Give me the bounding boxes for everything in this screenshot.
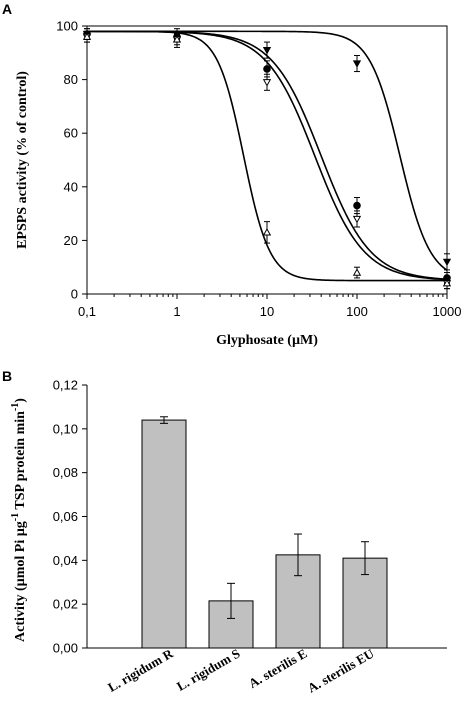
bar xyxy=(208,600,254,649)
panel-b-label: B xyxy=(2,368,12,384)
x-tick-label: 10 xyxy=(260,304,274,319)
category-label: L. rigidum R xyxy=(105,645,176,695)
bar xyxy=(342,557,388,649)
data-point-series-1 xyxy=(352,60,362,68)
data-point-series-4 xyxy=(82,32,92,40)
category-label: L. rigidum S xyxy=(174,646,243,694)
y-tick-label: 60 xyxy=(64,126,78,141)
panel-a-x-axis: 0,1 1 10 100 1000 xyxy=(78,294,462,319)
data-point-series-4 xyxy=(172,35,182,43)
y-tick-label: 40 xyxy=(64,179,78,194)
panel-a-y-axis: 0 20 40 60 80 100 xyxy=(56,19,87,302)
x-tick-label: 1000 xyxy=(433,304,462,319)
fit-curve-4 xyxy=(87,30,447,282)
panel-b-bars xyxy=(141,416,388,649)
x-tick-label: 100 xyxy=(346,304,368,319)
y-tick-label: 0,06 xyxy=(53,509,78,524)
data-point-series-3 xyxy=(352,215,362,224)
data-point-series-2 xyxy=(353,201,361,210)
data-point-series-1 xyxy=(262,46,272,55)
bar xyxy=(141,419,187,649)
y-tick-label: 100 xyxy=(56,19,78,34)
panel-a: A 0 20 40 60 80 100 0,1 1 10 100 1000 EPSPS activ… xyxy=(2,1,461,348)
category-label: A. sterilis EU xyxy=(305,645,377,695)
category-label: A. sterilis E xyxy=(246,646,309,691)
y-tick-label: 0,02 xyxy=(53,597,78,612)
y-tick-label: 0,10 xyxy=(53,421,78,436)
panel-b: B 0,00 0,02 0,04 0,06 0,08 0,10 0,12 L. rigidu… xyxy=(2,368,447,696)
x-tick-label: 1 xyxy=(173,304,180,319)
y-tick-label: 0,00 xyxy=(53,641,78,656)
panel-a-x-axis-title: Glyphosate (µM) xyxy=(216,333,318,348)
panel-a-y-axis-title: EPSPS activity (% of control) xyxy=(15,71,30,249)
panel-b-y-axis: 0,00 0,02 0,04 0,06 0,08 0,10 0,12 xyxy=(53,378,87,656)
y-tick-label: 20 xyxy=(64,233,78,248)
panel-b-category-labels: L. rigidum RL. rigidum S A. sterilis EA. … xyxy=(105,645,377,695)
data-point-series-4 xyxy=(352,268,362,276)
data-point-series-4 xyxy=(262,228,272,236)
y-tick-label: 0 xyxy=(71,287,78,302)
panel-a-data-points xyxy=(82,28,452,290)
x-tick-label: 0,1 xyxy=(78,304,96,319)
data-point-series-2 xyxy=(263,65,271,73)
data-point-series-3 xyxy=(262,79,272,87)
y-tick-label: 0,04 xyxy=(53,553,78,568)
data-point-series-4 xyxy=(442,278,452,287)
y-tick-label: 0,08 xyxy=(53,465,78,480)
y-tick-label: 0,12 xyxy=(53,378,78,393)
data-point-series-1 xyxy=(442,258,452,267)
panel-a-label: A xyxy=(2,1,12,17)
panel-b-y-axis-title: Activity (µmol Pi µg-1 TSP protein min-1… xyxy=(10,398,28,642)
y-tick-label: 80 xyxy=(64,72,78,87)
